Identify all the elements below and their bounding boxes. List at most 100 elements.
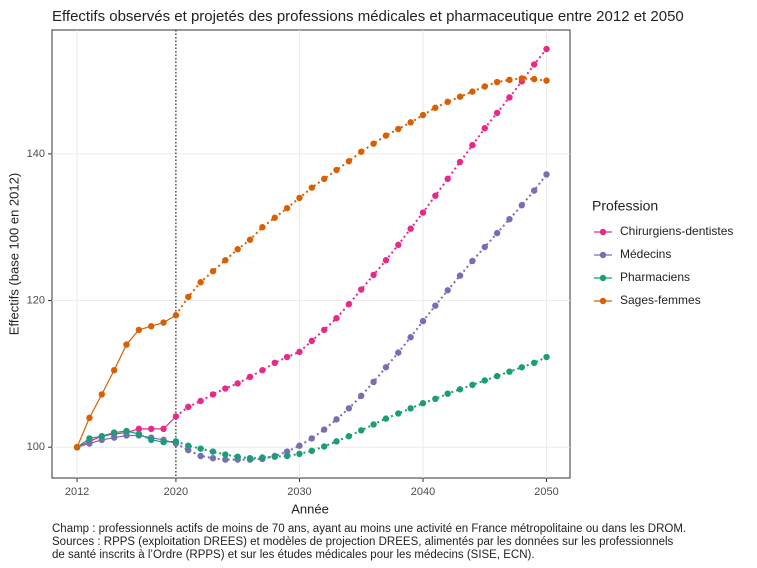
point (469, 381, 476, 389)
point (135, 326, 143, 334)
legend-key-point (599, 297, 607, 305)
point (493, 109, 501, 117)
point (395, 125, 402, 133)
point (530, 187, 538, 194)
point (481, 125, 488, 132)
x-tick-label: 2040 (411, 486, 435, 498)
point (110, 434, 118, 441)
point (518, 202, 526, 209)
point (345, 158, 353, 165)
legend-title: Profession (592, 198, 658, 214)
plot-panel (51, 29, 571, 479)
point (469, 257, 476, 265)
point (407, 225, 414, 232)
point (481, 377, 488, 384)
point (333, 416, 340, 423)
point (358, 286, 365, 293)
point (456, 386, 464, 393)
point (148, 425, 155, 433)
point (197, 445, 204, 452)
point (543, 171, 550, 178)
point (345, 405, 353, 412)
point (110, 367, 118, 374)
x-tick-label: 2050 (534, 486, 558, 498)
point (296, 348, 303, 356)
point (432, 192, 439, 199)
point (135, 430, 143, 438)
point (123, 427, 130, 435)
point (160, 425, 167, 433)
point (308, 435, 316, 442)
point (506, 368, 513, 375)
point (358, 148, 365, 155)
point (234, 246, 241, 253)
x-axis-title: Année (291, 501, 329, 516)
x-tick-label: 2020 (164, 486, 188, 498)
point (333, 166, 340, 174)
legend-key-point (599, 274, 607, 282)
point (110, 429, 118, 436)
point (320, 175, 328, 183)
point (419, 317, 427, 325)
point (382, 257, 390, 264)
point (382, 364, 390, 371)
point (432, 104, 439, 111)
point (222, 451, 229, 458)
point (98, 433, 105, 440)
point (493, 78, 501, 86)
point (358, 392, 365, 400)
point (135, 425, 143, 433)
x-tick-label: 2030 (287, 486, 311, 498)
point (209, 455, 217, 462)
point (234, 453, 241, 460)
point (308, 337, 316, 345)
point (234, 380, 241, 387)
point (283, 452, 291, 460)
point (370, 140, 377, 147)
point (86, 414, 93, 422)
point (172, 413, 180, 420)
point (481, 243, 488, 251)
point (469, 141, 476, 149)
point (296, 450, 303, 458)
y-tick-label: 140 (27, 148, 45, 160)
point (73, 444, 81, 451)
point (345, 301, 353, 308)
point (432, 395, 439, 403)
point (308, 447, 316, 455)
point (222, 257, 229, 264)
point (506, 76, 513, 84)
point (506, 94, 513, 101)
x-tick-label: 2012 (65, 486, 89, 498)
caption: Champ : professionnels actifs de moins d… (52, 523, 686, 535)
point (543, 45, 550, 53)
point (407, 405, 414, 412)
point (148, 436, 155, 444)
point (197, 279, 204, 286)
point (444, 390, 451, 397)
point (444, 98, 451, 106)
point (382, 415, 390, 422)
point (197, 452, 204, 460)
y-tick-label: 120 (27, 294, 45, 306)
point (246, 236, 254, 243)
legend-key-point (599, 251, 607, 259)
point (382, 132, 390, 139)
point (160, 319, 167, 326)
point (456, 93, 464, 100)
point (543, 77, 550, 84)
point (456, 272, 464, 279)
point (370, 378, 377, 386)
legend-label: Sages-femmes (620, 293, 701, 307)
point (419, 400, 427, 407)
point (493, 372, 501, 380)
point (345, 433, 353, 440)
point (259, 454, 266, 461)
point (530, 61, 538, 68)
point (86, 440, 93, 447)
point (444, 175, 451, 183)
point (518, 75, 526, 82)
point (185, 442, 192, 449)
point (395, 410, 402, 417)
